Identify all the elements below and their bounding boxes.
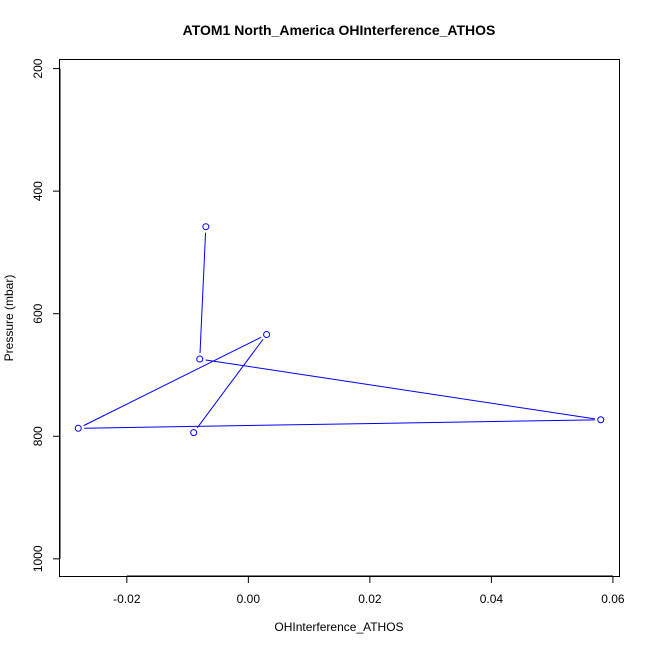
- y-tick-label: 200: [31, 58, 45, 78]
- x-tick-label: -0.02: [113, 592, 141, 606]
- data-point: [597, 416, 605, 424]
- chart-title: ATOM1 North_America OHInterference_ATHOS: [183, 22, 496, 38]
- y-tick-label: 1000: [31, 545, 45, 572]
- y-tick-label: 600: [31, 303, 45, 323]
- series-line-segment: [84, 419, 595, 429]
- y-tick-label: 400: [31, 181, 45, 201]
- x-tick-label: 0.00: [237, 592, 261, 606]
- data-point: [263, 331, 271, 339]
- x-tick-label: 0.04: [480, 592, 504, 606]
- data-point: [74, 424, 82, 432]
- y-axis-label: Pressure (mbar): [2, 275, 16, 362]
- series-line-segment: [196, 339, 264, 429]
- y-tick-label: 800: [31, 426, 45, 446]
- series-group: [74, 223, 605, 437]
- x-axis-label: OHInterference_ATHOS: [274, 620, 403, 634]
- series-line-segment: [199, 232, 207, 354]
- plot-frame: [59, 59, 620, 577]
- data-point: [202, 223, 210, 231]
- series-line-segment: [205, 359, 595, 420]
- series-line-segment: [83, 336, 262, 427]
- x-tick-label: 0.02: [358, 592, 382, 606]
- data-point: [190, 429, 198, 437]
- x-axis: -0.02 0.00 0.02 0.04 0.06: [113, 575, 625, 606]
- data-point: [196, 355, 204, 363]
- x-tick-label: 0.06: [601, 592, 625, 606]
